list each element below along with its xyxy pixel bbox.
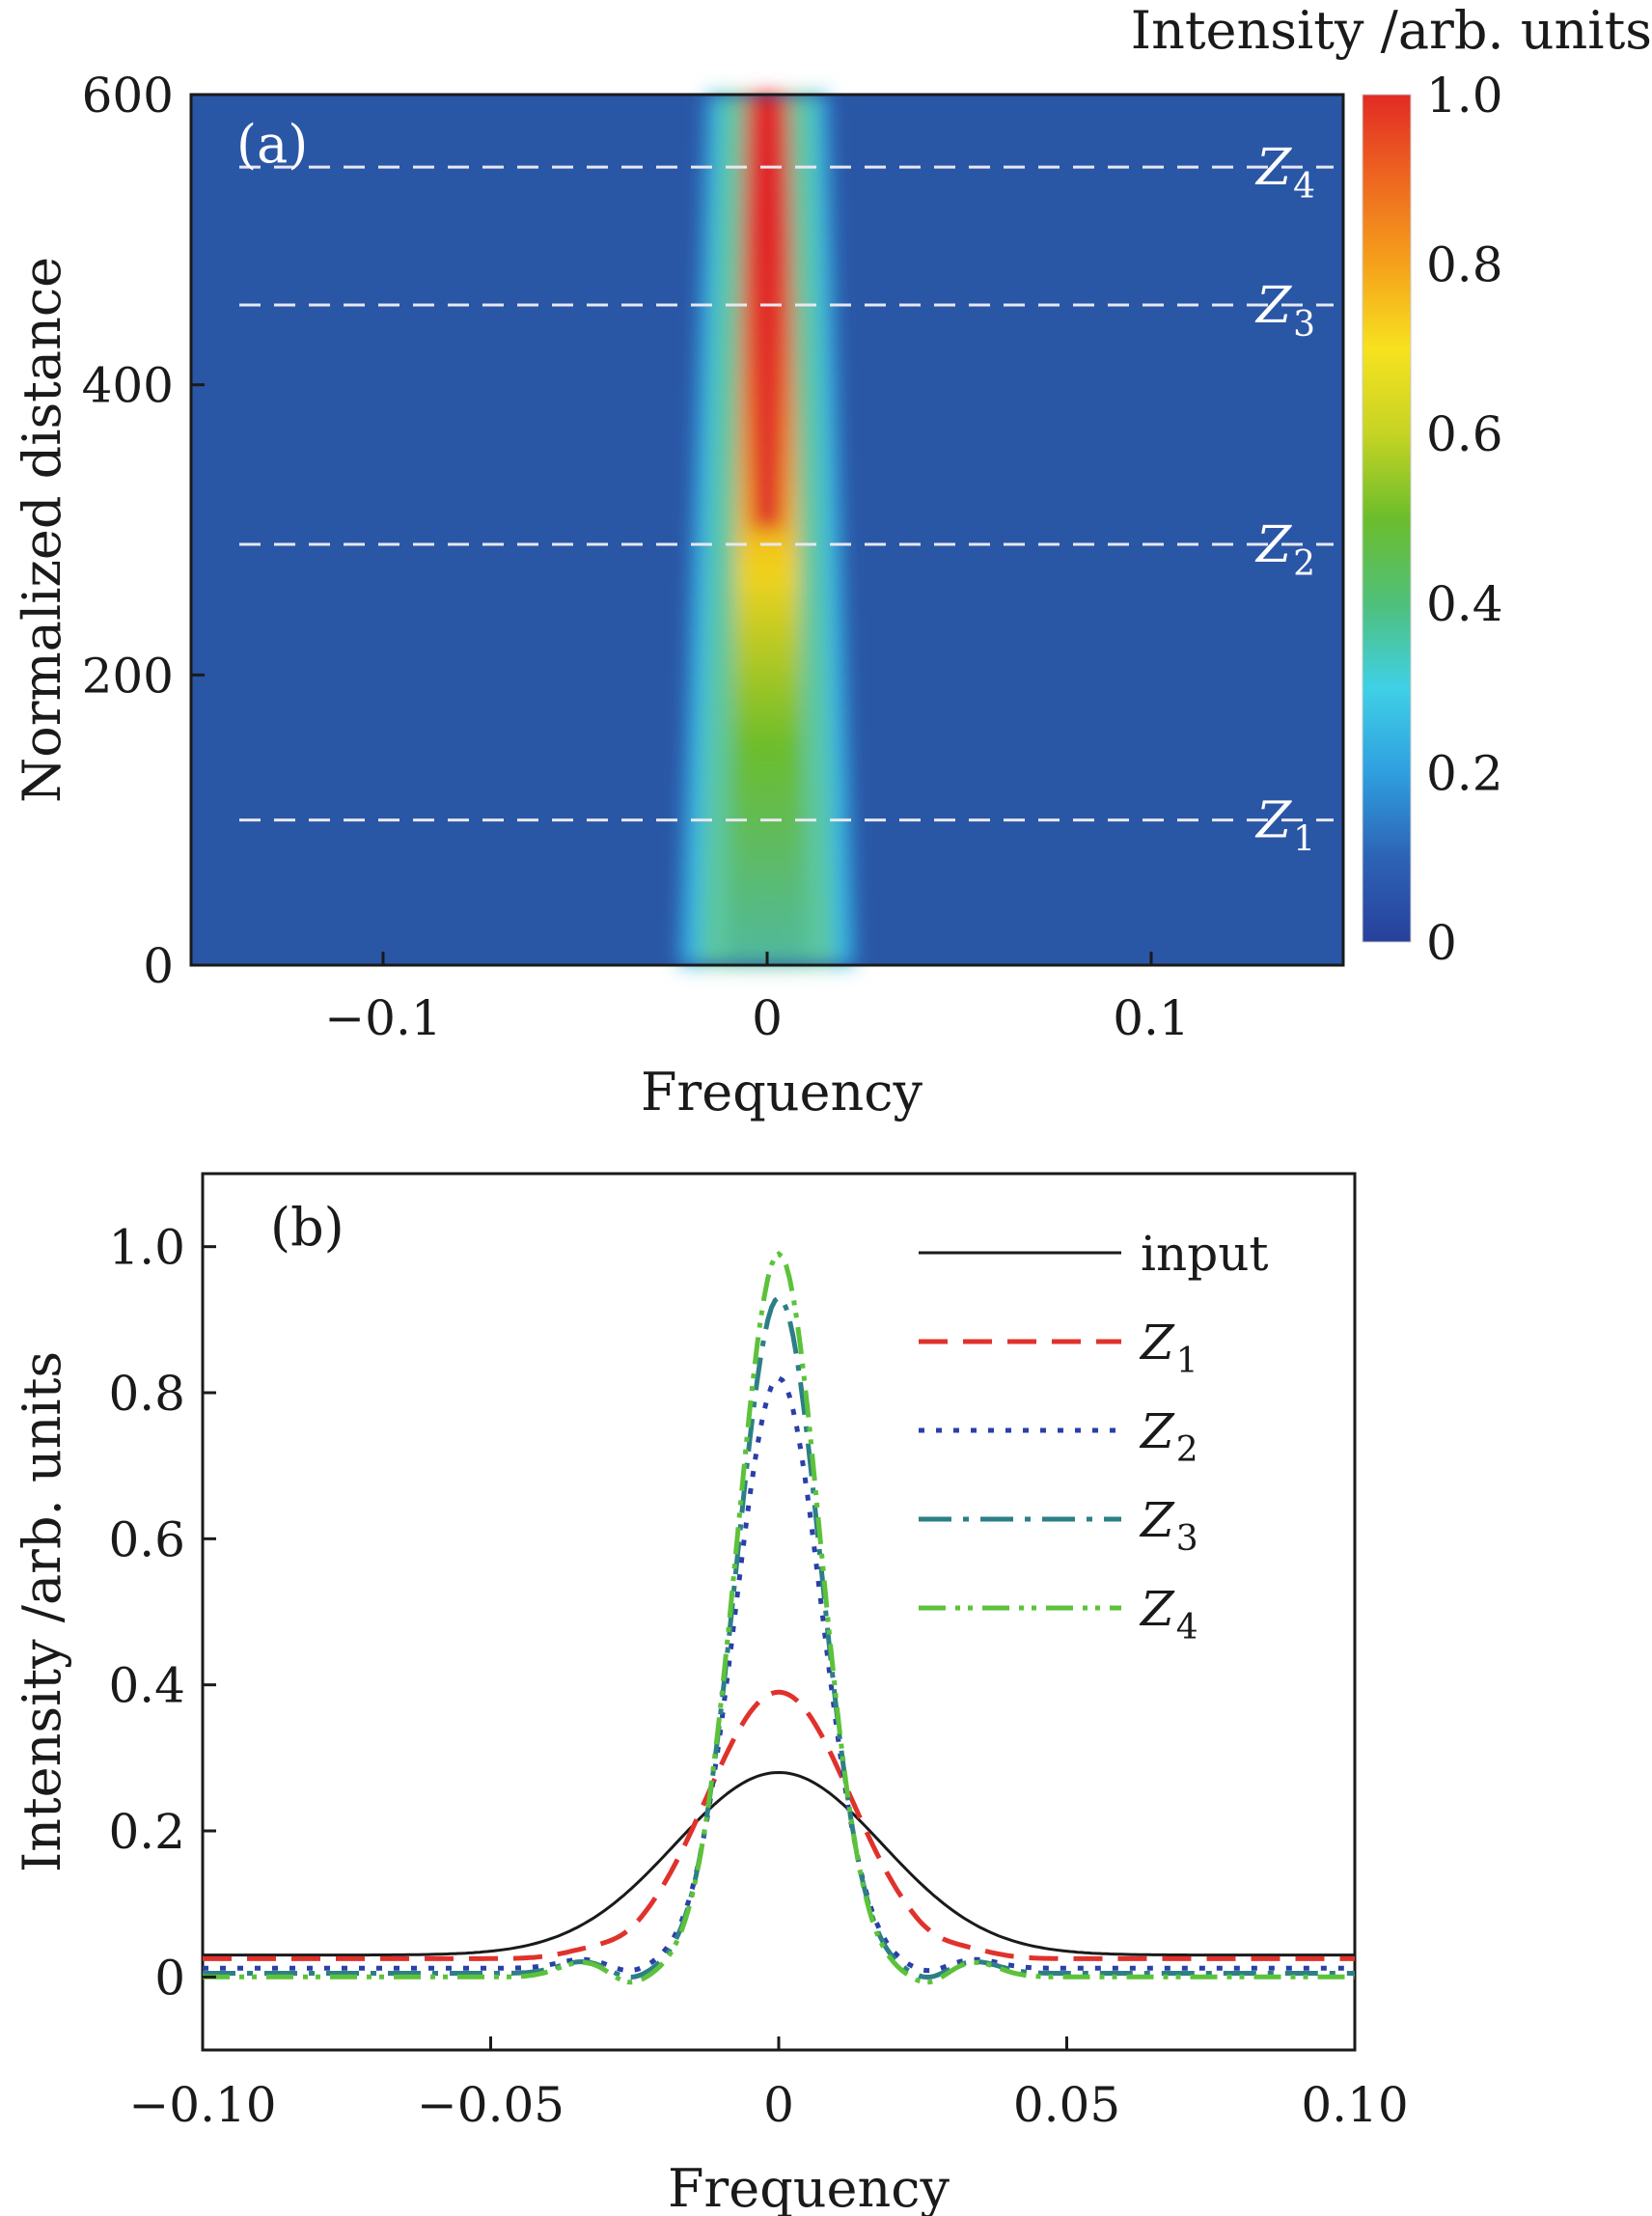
y-tick-label: 1.0 xyxy=(108,1220,185,1276)
series-line-z1 xyxy=(203,1689,1355,1961)
x-tick-label: 0.1 xyxy=(1113,990,1190,1046)
marker-label-z1: Z1 xyxy=(1254,792,1315,860)
line-axes: −0.10 −0.05 0 0.05 0.10 0 0.2 0.4 0.6 0.8 1.0 xyxy=(108,1220,1408,2133)
colorbar-tick-label: 0.6 xyxy=(1426,406,1503,462)
heatmap-beam xyxy=(680,95,854,965)
legend-label: Z1 xyxy=(1139,1315,1198,1381)
x-tick-label: 0.05 xyxy=(1013,2077,1120,2133)
y-tick-label: 600 xyxy=(82,68,174,124)
x-tick-label: −0.05 xyxy=(417,2077,564,2133)
x-tick-label: −0.1 xyxy=(324,990,441,1046)
legend-label: Z3 xyxy=(1139,1492,1198,1559)
series-line-z2 xyxy=(203,1375,1355,1974)
series-line-z4 xyxy=(203,1251,1355,1985)
y-tick-label: 0.6 xyxy=(108,1511,185,1567)
colorbar-tick-label: 0 xyxy=(1426,915,1457,971)
y-tick-label: 200 xyxy=(82,648,174,704)
y-tick-label: 0 xyxy=(154,1950,185,2006)
y-tick-label: 0.4 xyxy=(108,1658,185,1714)
series-line-input xyxy=(203,1770,1355,1957)
line-x-axis-label: Frequency xyxy=(668,2158,950,2216)
y-tick-label: 0 xyxy=(143,938,174,994)
colorbar-ticks: 0 0.2 0.4 0.6 0.8 1.0 xyxy=(1426,68,1503,971)
heatmap-y-axis-label: Normalized distance xyxy=(12,257,72,803)
heatmap-axes: −0.1 0 0.1 0 200 400 600 xyxy=(82,68,1190,1046)
colorbar: 0 0.2 0.4 0.6 0.8 1.0 Intensity /arb. units xyxy=(1131,0,1652,971)
legend: input Z1 Z2 Z3 Z4 xyxy=(919,1226,1269,1648)
x-tick-label: 0 xyxy=(763,2077,794,2133)
colorbar-tick-label: 1.0 xyxy=(1426,68,1503,124)
colorbar-tick-label: 0.4 xyxy=(1426,576,1503,632)
y-tick-label: 0.2 xyxy=(108,1804,185,1860)
panel-b-label: (b) xyxy=(270,1197,344,1258)
x-tick-label: −0.10 xyxy=(128,2077,276,2133)
panel-b-line-chart: −0.10 −0.05 0 0.05 0.10 0 0.2 0.4 0.6 0.8 1.0 inpu… xyxy=(12,1172,1409,2216)
legend-label: Z4 xyxy=(1139,1581,1198,1648)
y-tick-label: 400 xyxy=(82,358,174,414)
colorbar-gradient xyxy=(1362,94,1412,943)
colorbar-tick-label: 0.8 xyxy=(1426,237,1503,293)
y-tick-label: 0.8 xyxy=(108,1366,185,1422)
series-line-z3 xyxy=(203,1294,1355,1981)
colorbar-title: Intensity /arb. units xyxy=(1131,0,1652,61)
x-tick-label: 0 xyxy=(752,990,783,1046)
heatmap-x-axis-label: Frequency xyxy=(641,1062,923,1122)
legend-label: Z2 xyxy=(1139,1403,1198,1470)
colorbar-tick-label: 0.2 xyxy=(1426,745,1503,801)
panel-a-label: (a) xyxy=(236,114,308,175)
line-series xyxy=(203,1251,1355,1985)
line-y-axis-label: Intensity /arb. units xyxy=(12,1351,72,1872)
beam-hotspot xyxy=(752,95,783,530)
legend-label: input xyxy=(1141,1226,1269,1282)
x-tick-label: 0.10 xyxy=(1301,2077,1408,2133)
